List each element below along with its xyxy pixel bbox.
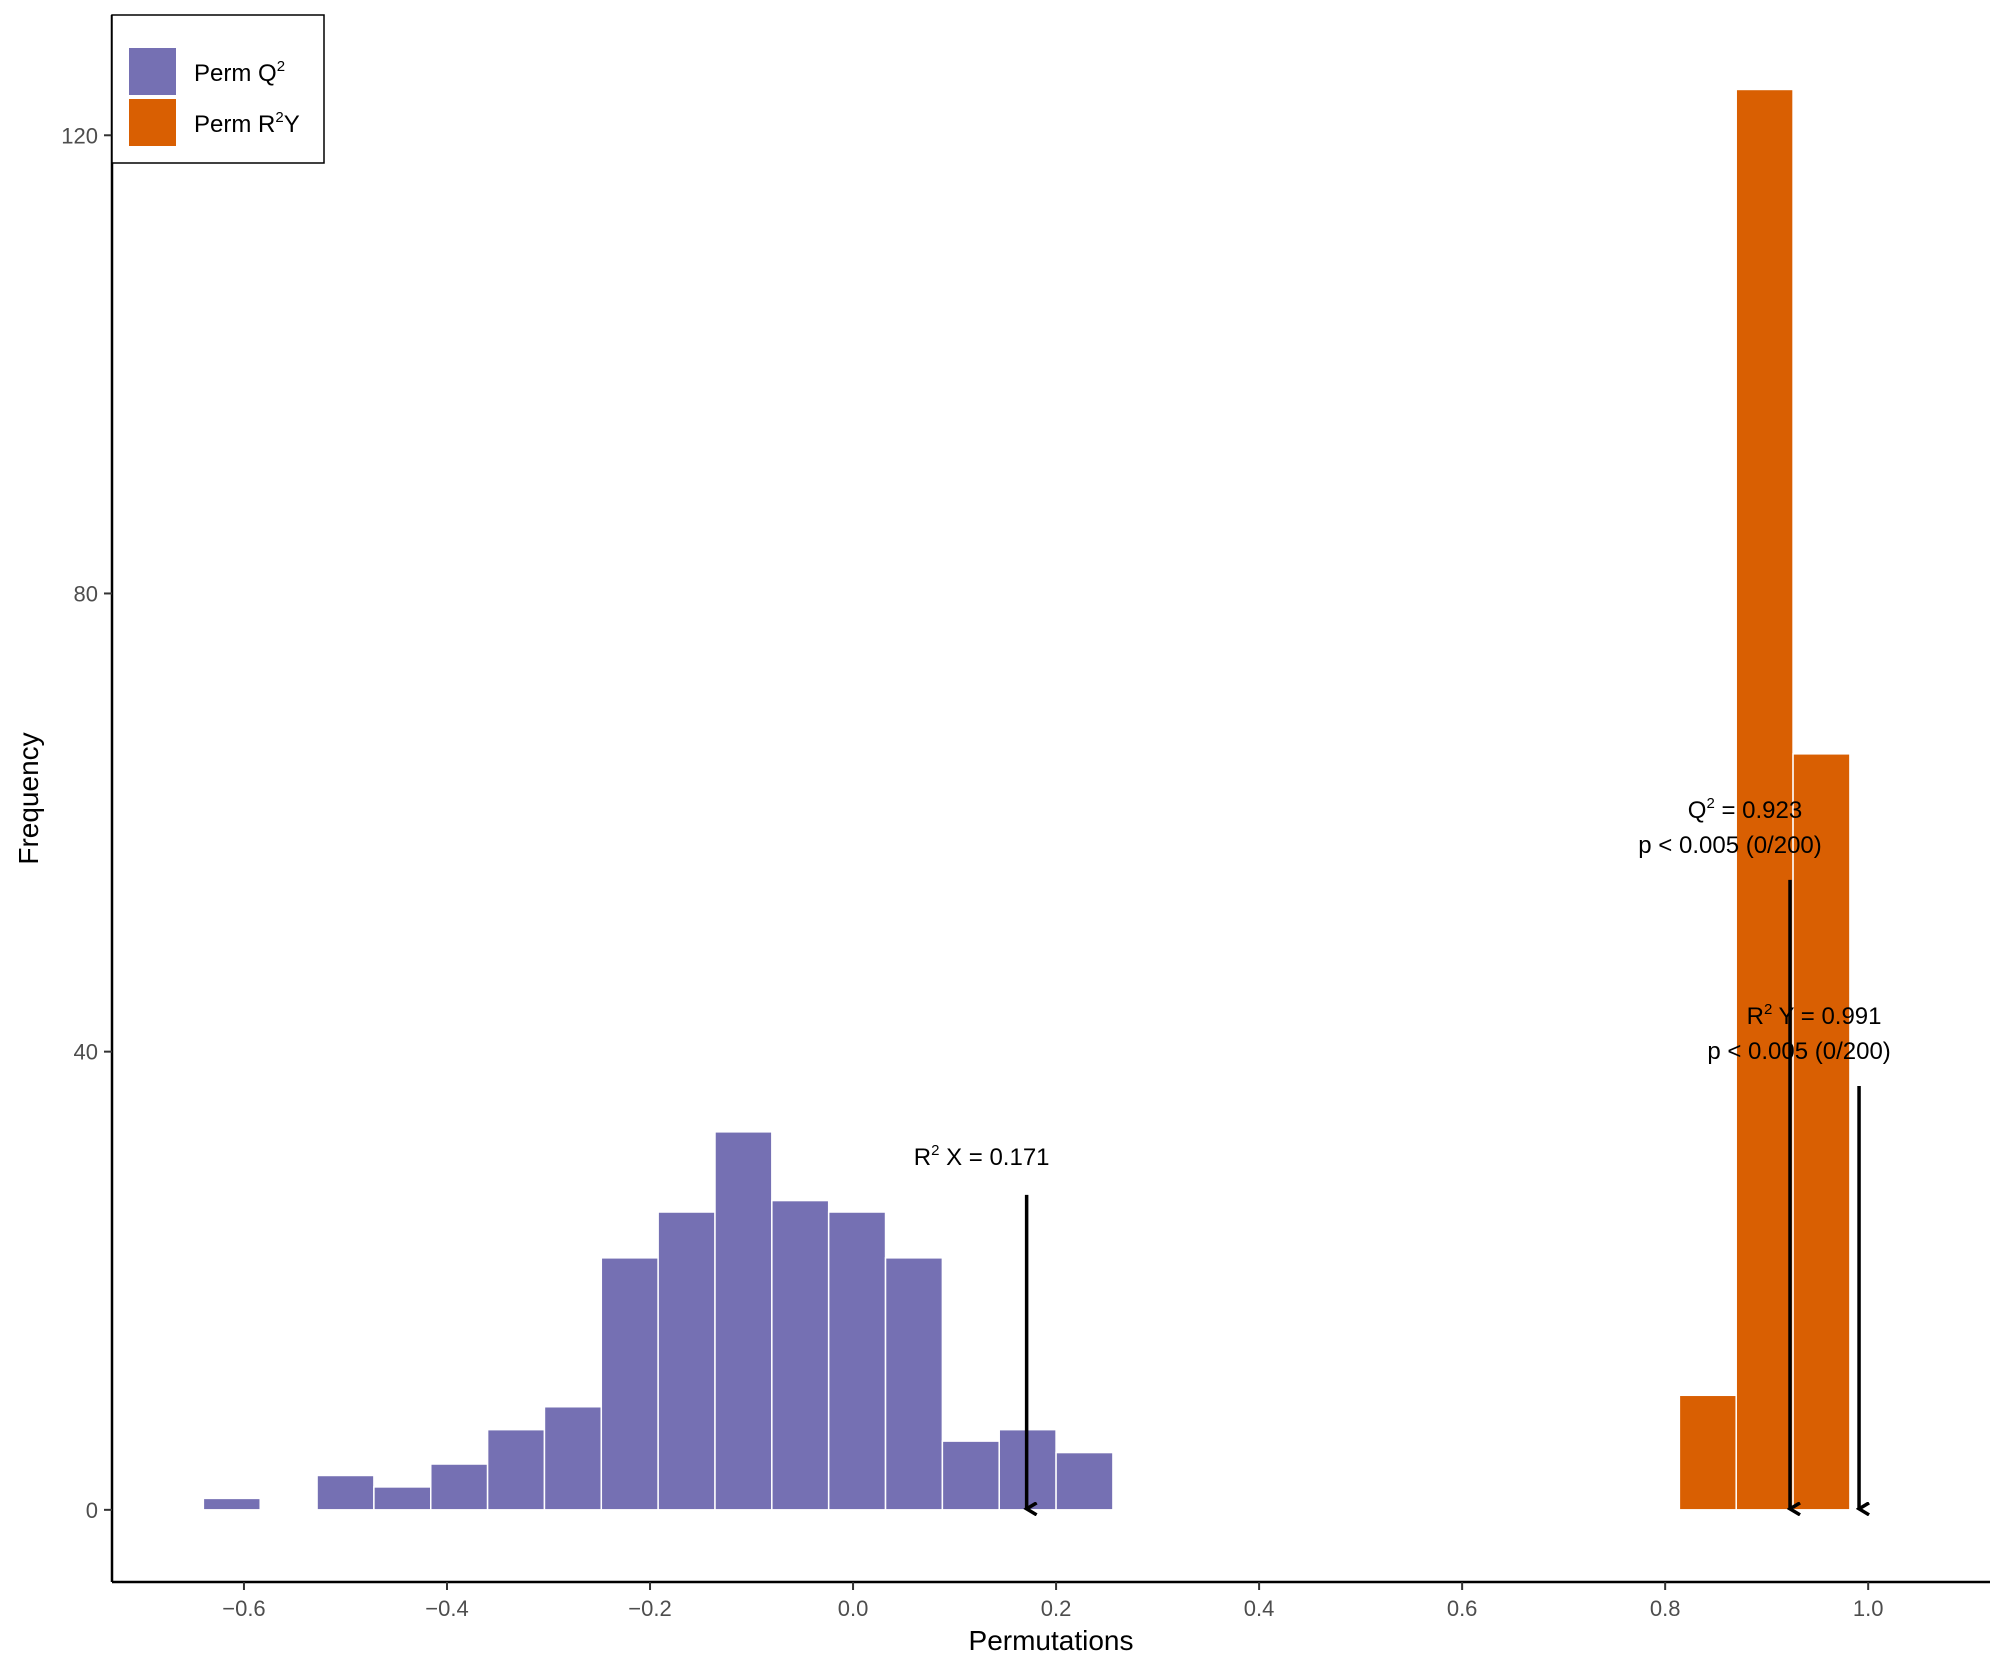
r2x-label: R2 X = 0.171 [914, 1142, 1050, 1171]
y-axis-title: Frequency [13, 732, 44, 864]
histogram-bar [486, 1428, 546, 1511]
x-axis-title: Permutations [969, 1625, 1134, 1656]
legend-label-main: Perm R [194, 111, 275, 138]
q2-label-main: Q [1688, 797, 1707, 824]
x-tick-label: 0.4 [1244, 1596, 1275, 1621]
x-tick-label: −0.4 [425, 1596, 468, 1621]
q2-label-superscript: 2 [1706, 795, 1714, 812]
histogram-bar [543, 1405, 603, 1511]
r2y-label: R2 Y = 0.991 [1747, 1001, 1882, 1030]
r2x-label-main: R [914, 1144, 931, 1171]
histogram-bar [771, 1199, 830, 1511]
x-tick-label: 0.8 [1650, 1596, 1681, 1621]
q2-pvalue: p < 0.005 (0/200) [1638, 832, 1821, 859]
r2x-label-suffix: X = 0.171 [939, 1144, 1049, 1171]
y-tick-label: 120 [61, 123, 98, 148]
histogram-bar [373, 1486, 432, 1511]
legend-label-superscript: 2 [277, 58, 285, 75]
histogram-bar [941, 1440, 1000, 1511]
histogram-bar [1678, 1394, 1737, 1511]
x-tick-label: −0.2 [628, 1596, 671, 1621]
histogram-bar [1055, 1451, 1114, 1511]
histogram-bar [714, 1131, 773, 1511]
y-tick-label: 40 [74, 1040, 98, 1065]
histogram-bar [202, 1497, 261, 1511]
x-tick-label: −0.6 [222, 1596, 265, 1621]
y-tick-label: 0 [86, 1498, 98, 1523]
x-tick-label: 0.2 [1041, 1596, 1072, 1621]
histogram-bar [600, 1257, 659, 1511]
histogram-bar [1792, 753, 1851, 1511]
r2y-label-suffix: Y = 0.991 [1772, 1003, 1881, 1030]
histogram-bar [827, 1211, 887, 1511]
x-tick-label: 0.6 [1447, 1596, 1478, 1621]
y-tick-label: 80 [74, 581, 98, 606]
histogram-bar [884, 1257, 944, 1511]
x-tick-label: 1.0 [1853, 1596, 1884, 1621]
legend-label: Perm R2Y [194, 109, 300, 138]
q2-label-suffix: = 0.923 [1715, 797, 1802, 824]
histogram-bar [657, 1211, 716, 1511]
r2y-label-superscript: 2 [1764, 1001, 1772, 1018]
legend-label-suffix: Y [284, 111, 300, 138]
r2x-label-superscript: 2 [931, 1142, 939, 1159]
r2y-pvalue: p < 0.005 (0/200) [1707, 1038, 1890, 1065]
series-1 [1678, 88, 1851, 1511]
legend-key [129, 48, 176, 95]
series-0 [202, 1131, 1114, 1511]
legend-label-main: Perm Q [194, 60, 277, 87]
legend-label-superscript: 2 [275, 109, 283, 126]
axes-layer: −0.6 −0.4 −0.2 0.0 0.2 0.4 0.6 0.8 1.0 0 40 80 120 Pe… [13, 15, 1990, 1656]
legend-label: Perm Q2 [194, 58, 285, 87]
histogram-bar [1735, 88, 1794, 1511]
histogram-bar [316, 1474, 375, 1511]
q2-label: Q2 = 0.923 [1688, 795, 1802, 824]
histogram-bar [430, 1463, 489, 1511]
legend-key [129, 99, 176, 146]
r2y-label-main: R [1747, 1003, 1764, 1030]
x-tick-label: 0.0 [838, 1596, 869, 1621]
bars-layer [202, 88, 1851, 1511]
